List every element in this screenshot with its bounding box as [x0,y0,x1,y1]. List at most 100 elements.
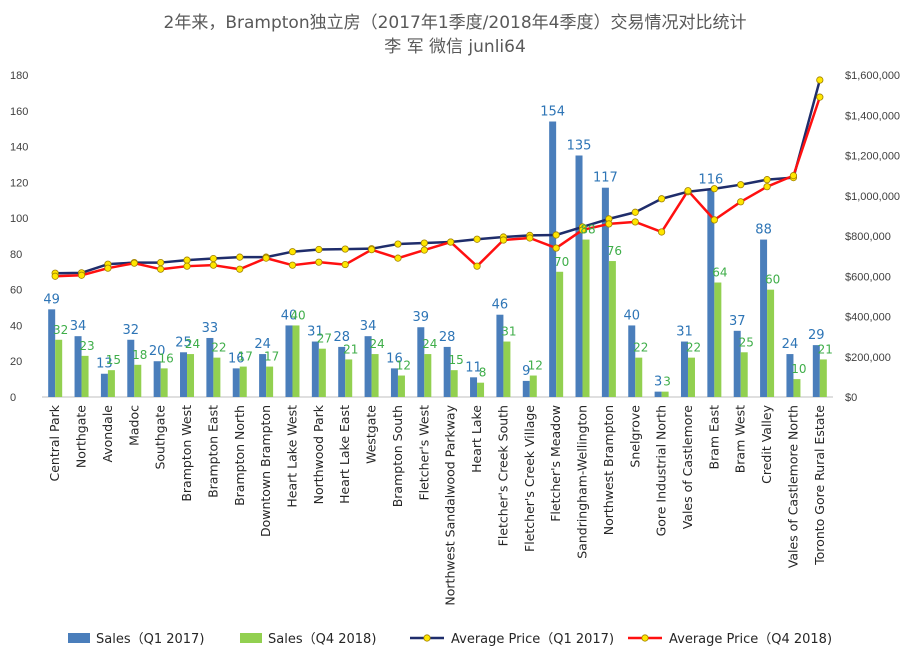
data-label-sales-q1-2017: 31 [307,325,324,340]
bar-sales-q4-2018 [608,261,616,397]
point-avg-price-q4-2018 [157,265,165,273]
point-avg-price-q4-2018 [367,246,376,254]
y2-tick-label: $1,400,000 [845,110,900,122]
bar-sales-q4-2018 [345,359,353,397]
data-label-sales-q4-2018: 8 [479,366,487,380]
point-avg-price-q1-2017 [394,240,402,248]
x-category-label: Madoc [126,405,141,446]
x-category-label: Credit Valley [759,404,774,483]
point-avg-price-q4-2018 [473,262,481,270]
bar-sales-q4-2018 [55,339,63,397]
data-label-sales-q4-2018: 3 [663,375,671,389]
data-label-sales-q1-2017: 154 [540,105,565,120]
data-label-sales-q1-2017: 49 [43,292,60,307]
point-avg-price-q1-2017 [420,239,428,247]
y2-tick-label: $1,000,000 [845,191,900,203]
data-label-sales-q4-2018: 17 [238,350,253,364]
point-avg-price-q4-2018 [816,93,824,101]
bar-sales-q4-2018 [81,355,89,397]
plot-area: 0 20 40 60 80 100 120 140 160 180 $0 $200,000 $400,0… [10,70,900,606]
data-label-sales-q1-2017: 88 [755,223,772,238]
y-tick-label: 180 [10,70,28,82]
data-label-sales-q1-2017: 28 [333,330,350,345]
bar-sales-q4-2018 [213,357,221,397]
x-category-label: Fletcher's Meadow [548,405,563,522]
point-avg-price-q4-2018 [789,172,798,180]
y-tick-label: 100 [10,213,28,225]
legend-marker-avg-price-q1-2017 [423,634,431,642]
point-avg-price-q1-2017 [631,208,639,216]
point-avg-price-q1-2017 [816,76,824,84]
bar-sales-q4-2018 [661,391,669,397]
y-tick-label: 160 [10,106,28,118]
y-tick-label: 0 [10,392,16,404]
data-label-sales-q4-2018: 25 [739,335,754,349]
bar-sales-q4-2018 [160,368,168,397]
data-label-sales-q4-2018: 21 [343,342,358,356]
legend-label-avg-price-q4-2018: Average Price（Q4 2018) [669,632,832,647]
x-category-label: Heart Lake [469,405,484,473]
data-label-sales-q4-2018: 40 [290,308,305,322]
bar-sales-q4-2018 [819,359,827,397]
data-label-sales-q1-2017: 31 [676,325,693,340]
point-avg-price-q4-2018 [578,226,587,234]
data-label-sales-q1-2017: 37 [729,314,746,329]
y-tick-label: 40 [10,320,22,332]
bar-sales-q1-2017 [470,377,478,397]
x-category-label: Avondale [100,405,115,463]
bar-sales-q1-2017 [74,336,82,397]
x-category-label: Toronto Gore Rural Estate [812,405,827,566]
data-label-sales-q1-2017: 24 [782,337,799,352]
bar-sales-q1-2017 [127,339,135,397]
x-category-label: Southgate [153,405,168,470]
bar-sales-q1-2017 [100,373,108,397]
bar-sales-q1-2017 [232,368,240,397]
bar-sales-q1-2017 [628,325,636,397]
point-avg-price-q1-2017 [658,195,666,203]
data-label-sales-q4-2018: 60 [765,273,780,287]
data-label-sales-q4-2018: 16 [159,351,174,365]
bar-sales-q4-2018 [134,364,142,397]
point-avg-price-q4-2018 [236,265,244,273]
data-label-sales-q4-2018: 15 [449,353,464,367]
bar-sales-q1-2017 [206,337,214,397]
x-category-label: Central Park [47,404,62,481]
legend: Sales（Q1 2017) Sales（Q4 2018) Average Pric… [68,632,832,647]
data-label-sales-q4-2018: 21 [818,342,833,356]
data-label-sales-q4-2018: 24 [185,337,200,351]
data-label-sales-q1-2017: 40 [281,308,298,323]
point-avg-price-q1-2017 [710,185,718,193]
data-label-sales-q4-2018: 22 [633,341,648,355]
y-tick-label: 80 [10,249,22,261]
data-label-sales-q1-2017: 40 [623,308,640,323]
bar-sales-q4-2018 [450,370,458,397]
y2-tick-label: $800,000 [845,231,891,243]
data-label-sales-q1-2017: 34 [360,319,377,334]
point-avg-price-q4-2018 [394,254,402,262]
x-category-label: Brampton West [179,405,194,502]
bar-sales-q4-2018 [424,354,432,397]
bar-sales-q4-2018 [740,352,748,397]
point-avg-price-q4-2018 [763,183,771,191]
y-tick-label: 120 [10,177,28,189]
data-label-sales-q4-2018: 31 [501,325,516,339]
point-avg-price-q4-2018 [605,220,613,228]
x-category-label: Brampton East [205,405,220,498]
bar-sales-q1-2017 [733,330,741,397]
point-avg-price-q4-2018 [183,262,191,270]
point-avg-price-q4-2018 [737,198,745,206]
x-category-label: Sandringham-Wellington [575,405,590,559]
data-label-sales-q4-2018: 23 [79,339,94,353]
x-category-label: Northwest Brampton [601,405,616,535]
x-category-label: Fletcher's Creek Village [522,405,537,552]
bar-sales-q1-2017 [443,346,451,397]
y2-tick-label: $1,200,000 [845,151,900,163]
bar-sales-q4-2018 [371,354,379,397]
data-label-sales-q4-2018: 24 [369,337,384,351]
bar-sales-q1-2017 [522,380,530,397]
data-label-sales-q1-2017: 13 [96,357,113,372]
bar-sales-q4-2018 [687,357,695,397]
data-label-sales-q4-2018: 10 [791,362,806,376]
bar-sales-q1-2017 [153,361,161,397]
y2-tick-label: $200,000 [845,352,891,364]
